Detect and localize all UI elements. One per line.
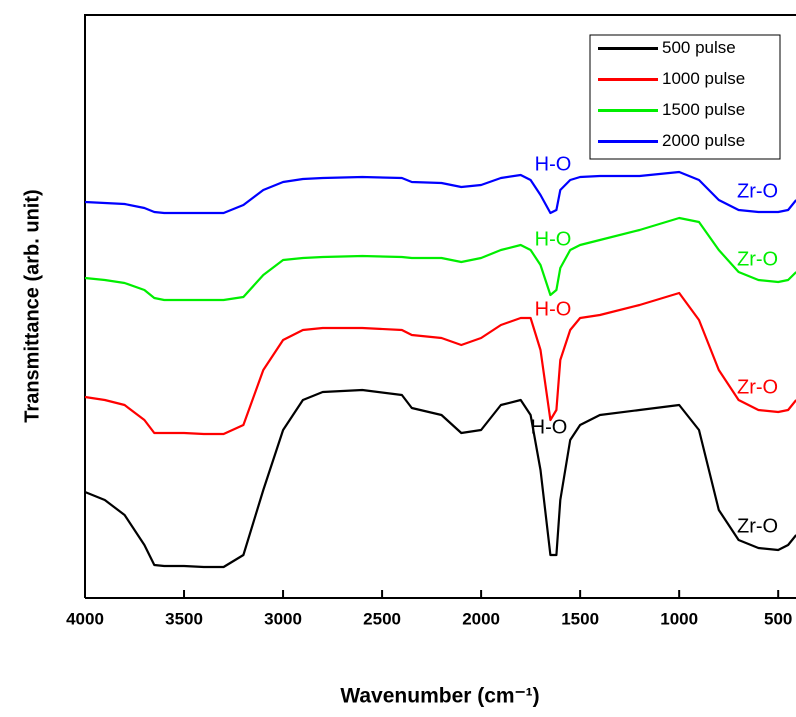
x-axis-label: Wavenumber (cm⁻¹) — [340, 685, 539, 708]
annotation: Zr-O — [737, 180, 778, 202]
series-line — [85, 390, 796, 567]
x-tick-label: 2000 — [462, 609, 500, 628]
legend-label: 2000 pulse — [662, 131, 745, 150]
chart: Transmittance (arb. unit) Wavenumber (cm… — [0, 0, 796, 717]
x-tick-label: 1000 — [660, 609, 698, 628]
annotation: Zr-O — [737, 515, 778, 537]
annotation: H-O — [535, 228, 572, 250]
annotation: H-O — [531, 416, 568, 438]
annotation: H-O — [535, 298, 572, 320]
x-tick-label: 500 — [764, 609, 792, 628]
x-tick-label: 3000 — [264, 609, 302, 628]
series-line — [85, 293, 796, 434]
x-tick-label: 4000 — [66, 609, 104, 628]
x-tick-label: 3500 — [165, 609, 203, 628]
annotation: Zr-O — [737, 248, 778, 270]
series-line — [85, 172, 796, 213]
x-tick-label: 2500 — [363, 609, 401, 628]
legend-label: 1500 pulse — [662, 100, 745, 119]
x-tick-label: 1500 — [561, 609, 599, 628]
y-axis-label: Transmittance (arb. unit) — [21, 189, 43, 422]
annotation: H-O — [535, 153, 572, 175]
series-line — [85, 218, 796, 300]
legend-label: 500 pulse — [662, 38, 736, 57]
legend-label: 1000 pulse — [662, 69, 745, 88]
annotation: Zr-O — [737, 376, 778, 398]
